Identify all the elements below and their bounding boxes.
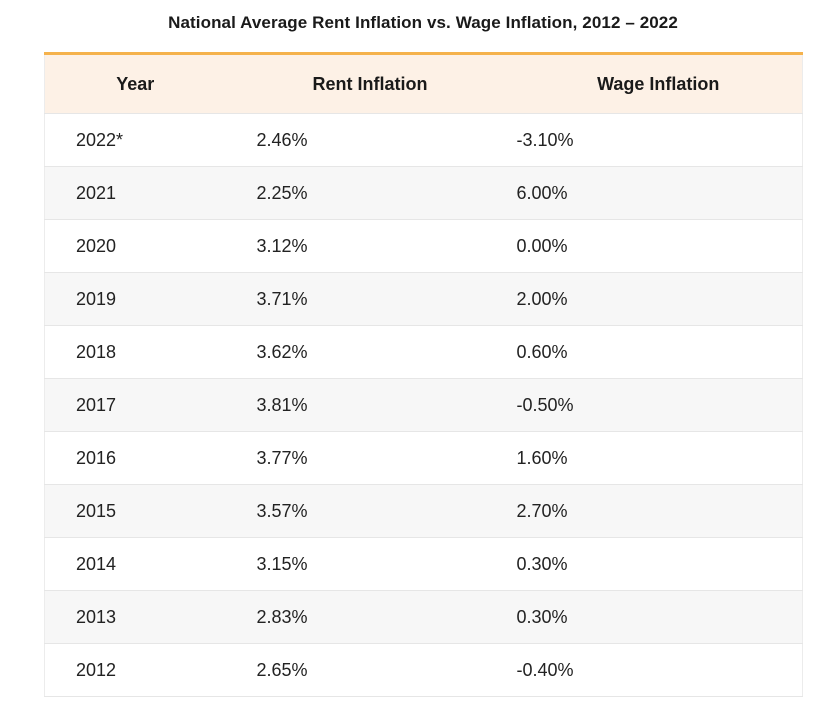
inflation-table: Year Rent Inflation Wage Inflation 2022*… xyxy=(44,52,803,697)
table-row: 2014 3.15% 0.30% xyxy=(44,537,803,591)
cell-year: 2020 xyxy=(44,219,226,273)
cell-wage-inflation: 0.30% xyxy=(514,537,803,591)
cell-wage-inflation: 0.00% xyxy=(514,219,803,273)
cell-rent-inflation: 2.46% xyxy=(225,113,515,167)
header-rent-inflation: Rent Inflation xyxy=(225,52,515,114)
cell-year: 2012 xyxy=(44,643,226,697)
cell-year: 2016 xyxy=(44,431,226,485)
cell-wage-inflation: 2.70% xyxy=(514,484,803,538)
cell-year: 2014 xyxy=(44,537,226,591)
cell-rent-inflation: 3.12% xyxy=(225,219,515,273)
table-row: 2018 3.62% 0.60% xyxy=(44,325,803,379)
header-year: Year xyxy=(44,52,226,114)
cell-rent-inflation: 2.83% xyxy=(225,590,515,644)
cell-rent-inflation: 2.25% xyxy=(225,166,515,220)
cell-wage-inflation: 2.00% xyxy=(514,272,803,326)
cell-rent-inflation: 3.77% xyxy=(225,431,515,485)
cell-year: 2021 xyxy=(44,166,226,220)
cell-year: 2022* xyxy=(44,113,226,167)
cell-wage-inflation: 1.60% xyxy=(514,431,803,485)
table-row: 2012 2.65% -0.40% xyxy=(44,643,803,697)
cell-year: 2018 xyxy=(44,325,226,379)
header-wage-inflation: Wage Inflation xyxy=(514,52,803,114)
table-row: 2016 3.77% 1.60% xyxy=(44,431,803,485)
table-row: 2020 3.12% 0.00% xyxy=(44,219,803,273)
cell-rent-inflation: 3.15% xyxy=(225,537,515,591)
cell-year: 2017 xyxy=(44,378,226,432)
table-row: 2021 2.25% 6.00% xyxy=(44,166,803,220)
cell-year: 2019 xyxy=(44,272,226,326)
inflation-table-container: Year Rent Inflation Wage Inflation 2022*… xyxy=(44,52,803,697)
table-row: 2015 3.57% 2.70% xyxy=(44,484,803,538)
cell-wage-inflation: 0.60% xyxy=(514,325,803,379)
table-body: 2022* 2.46% -3.10% 2021 2.25% 6.00% 2020 3.12% 0… xyxy=(44,113,803,697)
cell-wage-inflation: 0.30% xyxy=(514,590,803,644)
table-title: National Average Rent Inflation vs. Wage… xyxy=(168,13,678,32)
cell-rent-inflation: 2.65% xyxy=(225,643,515,697)
table-row: 2019 3.71% 2.00% xyxy=(44,272,803,326)
table-row: 2017 3.81% -0.50% xyxy=(44,378,803,432)
cell-wage-inflation: 6.00% xyxy=(514,166,803,220)
cell-rent-inflation: 3.62% xyxy=(225,325,515,379)
table-row: 2013 2.83% 0.30% xyxy=(44,590,803,644)
cell-year: 2015 xyxy=(44,484,226,538)
cell-wage-inflation: -3.10% xyxy=(514,113,803,167)
table-row: 2022* 2.46% -3.10% xyxy=(44,113,803,167)
table-header: Year Rent Inflation Wage Inflation xyxy=(44,52,803,114)
cell-rent-inflation: 3.57% xyxy=(225,484,515,538)
header-row: Year Rent Inflation Wage Inflation xyxy=(44,52,803,114)
cell-rent-inflation: 3.81% xyxy=(225,378,515,432)
cell-wage-inflation: -0.50% xyxy=(514,378,803,432)
cell-wage-inflation: -0.40% xyxy=(514,643,803,697)
cell-rent-inflation: 3.71% xyxy=(225,272,515,326)
cell-year: 2013 xyxy=(44,590,226,644)
